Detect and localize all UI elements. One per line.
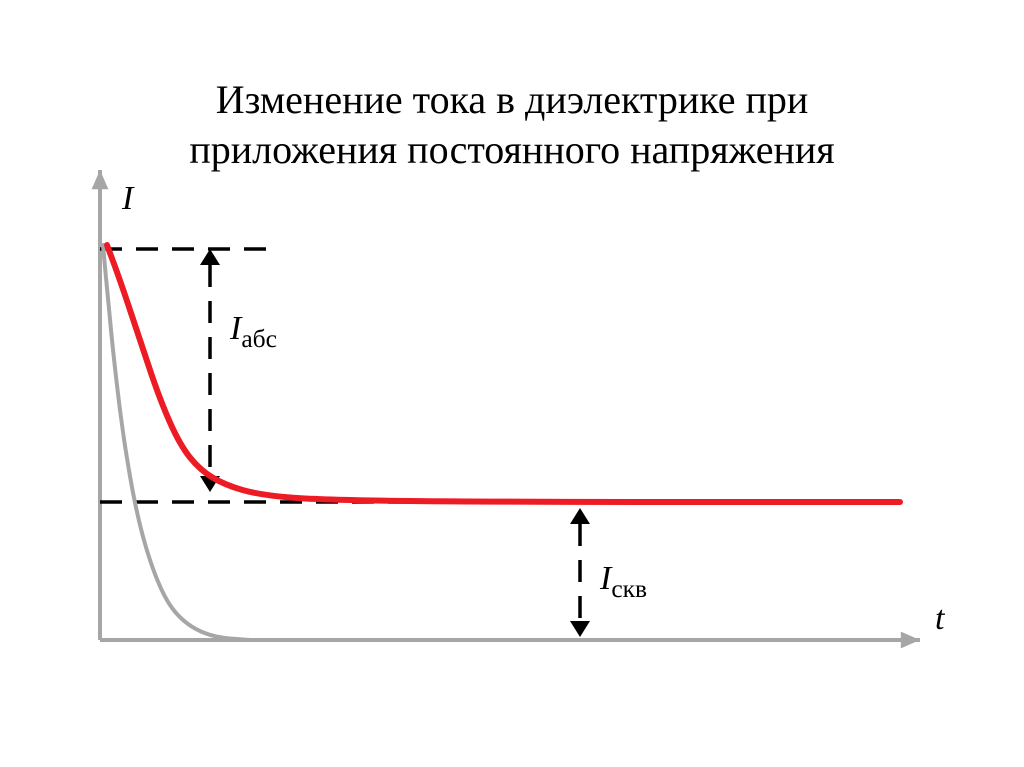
red-curve	[107, 245, 900, 502]
annotation-i-abs: Iабс	[230, 310, 277, 354]
y-axis-label: I	[122, 180, 133, 218]
annotation-i-skv: Iскв	[600, 560, 647, 604]
page: Изменение тока в диэлектрике приприложен…	[0, 0, 1024, 767]
chart-svg	[0, 0, 1024, 767]
x-axis-label: t	[935, 600, 944, 638]
